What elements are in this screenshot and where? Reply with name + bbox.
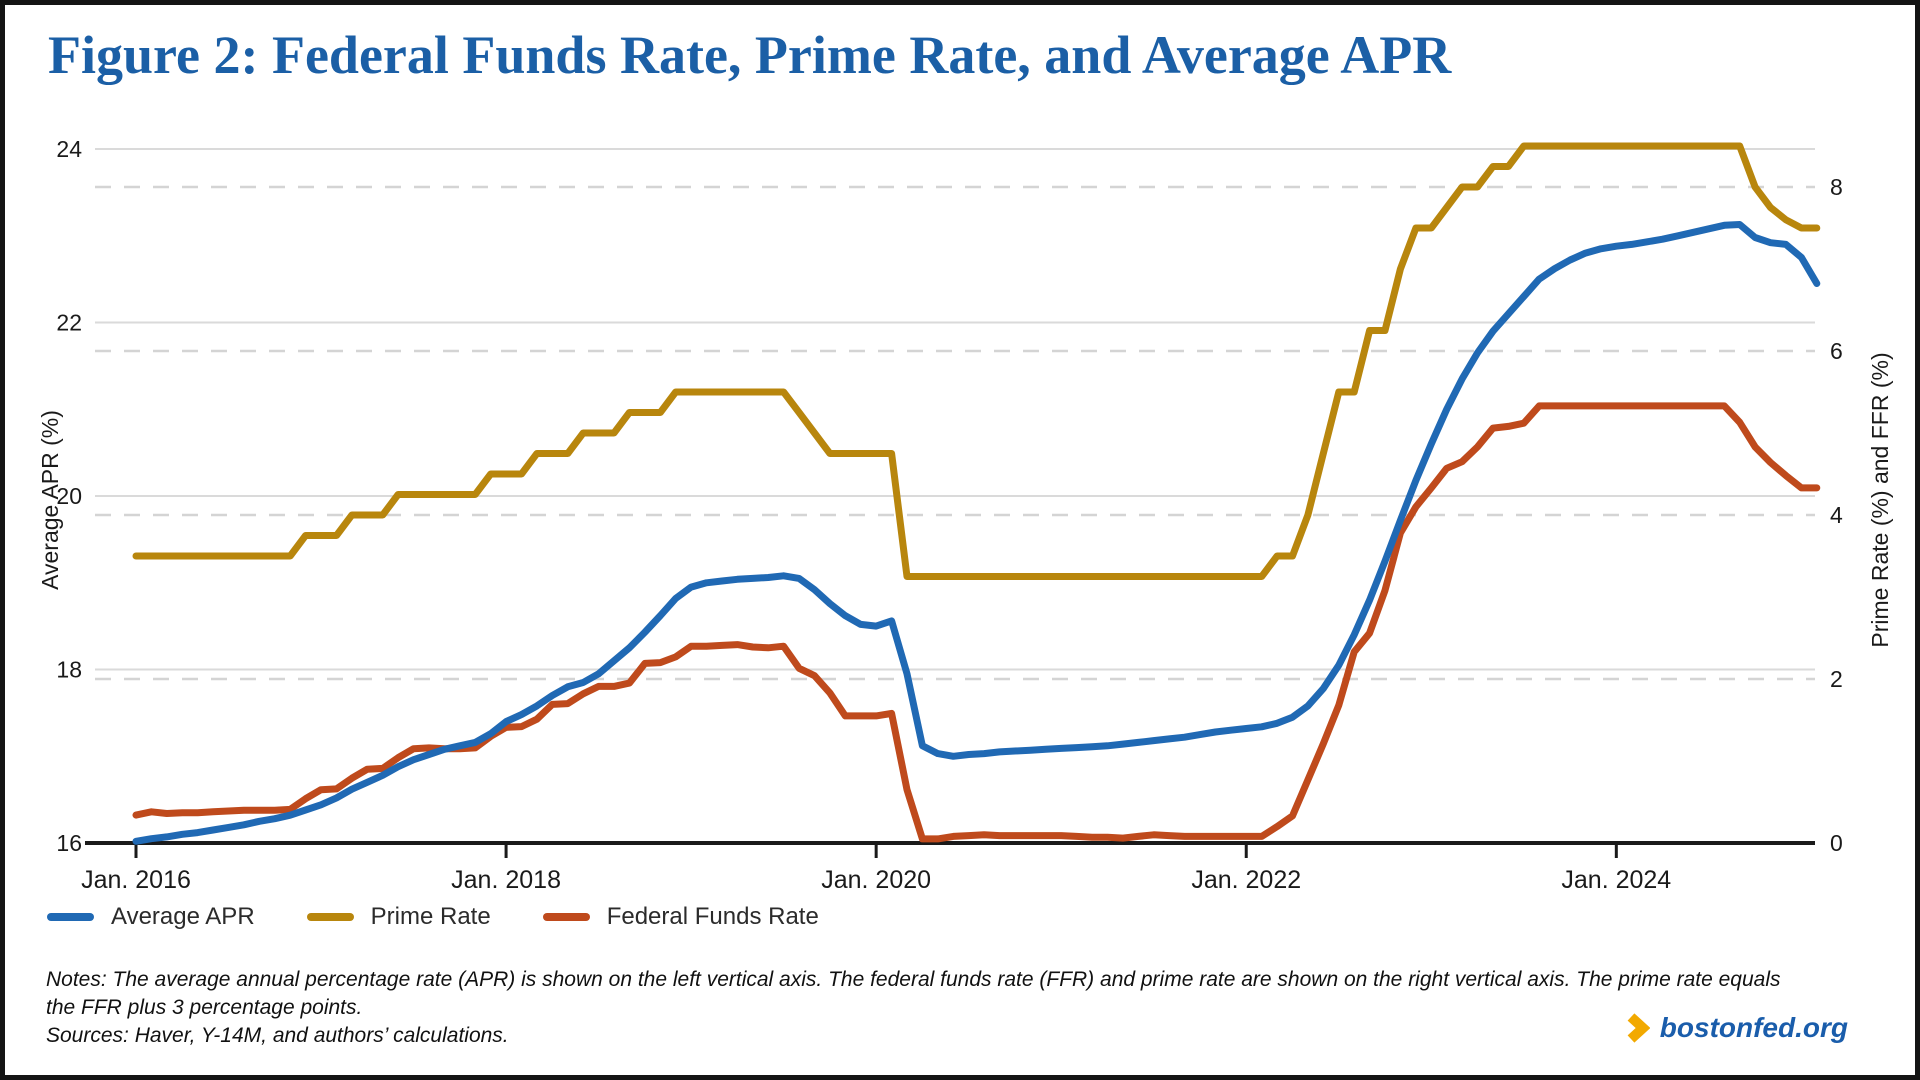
chart-sources: Sources: Haver, Y-14M, and authors’ calc… bbox=[46, 1023, 509, 1047]
legend-swatch-average-apr bbox=[47, 913, 94, 921]
federal-funds-rate-line bbox=[132, 402, 1821, 843]
left-tick-label: 22 bbox=[56, 310, 82, 336]
legend: Average APR Prime Rate Federal Funds Rat… bbox=[47, 903, 819, 931]
bostonfed-link[interactable]: bostonfed.org bbox=[1626, 1012, 1848, 1044]
series-lines bbox=[132, 142, 1821, 845]
left-tick-label: 24 bbox=[56, 136, 82, 162]
left-tick-label: 18 bbox=[56, 657, 82, 683]
chevron-right-icon bbox=[1627, 1013, 1650, 1043]
right-tick-label: 8 bbox=[1830, 174, 1843, 200]
x-axis-tick-labels: Jan. 2016 Jan. 2018 Jan. 2020 Jan. 2022 Jan.… bbox=[81, 866, 1671, 894]
legend-item-prime-rate: Prime Rate bbox=[306, 903, 491, 931]
right-axis-tick-labels: 8 6 4 2 0 bbox=[1830, 174, 1843, 856]
left-axis-tick-labels: 24 22 20 18 16 bbox=[56, 136, 82, 856]
legend-label-average-apr: Average APR bbox=[111, 903, 255, 930]
x-tick-label: Jan. 2016 bbox=[81, 866, 191, 894]
x-tick-label: Jan. 2018 bbox=[451, 866, 561, 894]
legend-item-average-apr: Average APR bbox=[47, 903, 255, 931]
left-tick-label: 20 bbox=[56, 483, 82, 509]
notes-line-1: Notes: The average annual percentage rat… bbox=[46, 968, 1781, 991]
left-axis-title: Average APR (%) bbox=[37, 410, 63, 590]
bostonfed-link-label: bostonfed.org bbox=[1659, 1012, 1848, 1043]
right-tick-label: 2 bbox=[1830, 666, 1843, 692]
prime-rate-line bbox=[132, 142, 1821, 580]
x-tick-label: Jan. 2024 bbox=[1561, 866, 1671, 894]
right-tick-label: 4 bbox=[1830, 502, 1843, 528]
gridlines bbox=[95, 148, 1815, 681]
axis-lines bbox=[85, 841, 1815, 858]
average-apr-line bbox=[132, 221, 1821, 845]
legend-label-federal-funds-rate: Federal Funds Rate bbox=[606, 903, 819, 930]
right-tick-label: 0 bbox=[1830, 830, 1843, 856]
figure-title: Figure 2: Federal Funds Rate, Prime Rate… bbox=[48, 25, 1452, 85]
right-axis-title: Prime Rate (%) and FFR (%) bbox=[1867, 352, 1893, 647]
x-tick-label: Jan. 2022 bbox=[1191, 866, 1301, 894]
legend-swatch-federal-funds-rate bbox=[542, 913, 590, 921]
legend-swatch-prime-rate bbox=[306, 913, 354, 921]
notes-line-2: the FFR plus 3 percentage points. bbox=[46, 995, 363, 1019]
legend-label-prime-rate: Prime Rate bbox=[370, 903, 491, 930]
x-tick-label: Jan. 2020 bbox=[821, 866, 931, 894]
left-tick-label: 16 bbox=[56, 830, 82, 856]
legend-item-federal-funds-rate: Federal Funds Rate bbox=[542, 903, 819, 931]
chart-notes: Notes: The average annual percentage rat… bbox=[46, 966, 1846, 1050]
right-tick-label: 6 bbox=[1830, 338, 1843, 364]
